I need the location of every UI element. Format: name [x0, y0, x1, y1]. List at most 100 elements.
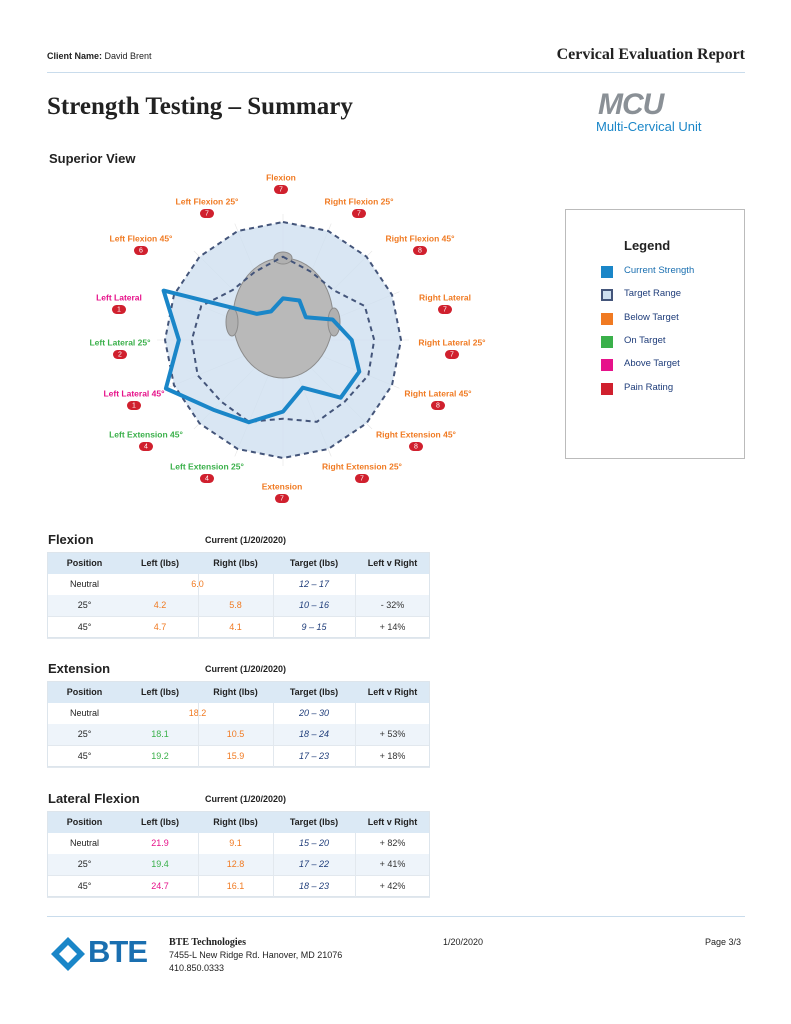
pain-badge: [127, 401, 141, 410]
position: 25°: [77, 600, 92, 611]
pain-rating: 1: [117, 307, 121, 314]
column-header: Left v Right: [367, 558, 418, 568]
pain-badge: [200, 474, 214, 483]
pain-badge: [413, 246, 427, 255]
company: BTE Technologies: [169, 937, 246, 948]
pain-badge: [431, 401, 445, 410]
row-rule: [47, 766, 430, 768]
table-title: Flexion: [48, 532, 94, 547]
pain-badge: [275, 494, 289, 503]
direction-label: Right Flexion 25°: [324, 196, 394, 206]
direction-label: Right Lateral: [419, 292, 471, 302]
logo-name: MCU: [598, 88, 664, 121]
nose: [273, 251, 293, 265]
row-rule: [47, 637, 430, 639]
left-v-right: + 42%: [379, 880, 406, 891]
left-v-right: + 82%: [379, 838, 406, 848]
position: 25°: [77, 859, 92, 870]
direction-label: Left Flexion 45°: [110, 233, 174, 243]
current-label: Current (1/20/2020): [205, 794, 287, 804]
position: Neutral: [69, 838, 99, 848]
right-value: 4.1: [229, 621, 242, 632]
logo-subtitle: Multi-Cervical Unit: [596, 119, 702, 134]
column-rule: [273, 574, 274, 638]
radar-chart: Flexion 7 Right Flexion 25° 7 Right Flexion …: [89, 172, 486, 503]
target-range: 12 – 17: [298, 579, 330, 589]
footer-date: 1/20/2020: [443, 937, 484, 947]
column-rule: [198, 833, 199, 897]
left-v-right: + 18%: [379, 750, 406, 761]
legend-label: Target Range: [624, 288, 682, 300]
pain-badge: [113, 350, 127, 359]
pain-badge: [438, 305, 452, 314]
direction-label: Right Lateral 25°: [418, 337, 486, 347]
direction-label: Left Lateral 25°: [89, 337, 151, 347]
legend-swatch: [601, 335, 613, 348]
column-rule: [355, 833, 356, 897]
phone: 410.850.0333: [169, 963, 225, 973]
pain-badge: [139, 442, 153, 451]
column-header: Left (lbs): [141, 687, 179, 697]
column-header: Position: [66, 817, 103, 827]
row-rule: [47, 875, 430, 877]
target-range: 20 – 30: [298, 708, 330, 718]
pain-rating: 7: [450, 352, 454, 359]
column-header: Position: [66, 687, 103, 697]
target-range: 17 – 23: [298, 750, 330, 761]
left-v-right: + 53%: [379, 729, 406, 740]
left-value: 21.9: [151, 838, 169, 848]
position: 45°: [77, 750, 92, 761]
footer-rule: [47, 916, 745, 917]
legend-label: Above Target: [624, 358, 680, 370]
pain-rating: 8: [436, 403, 440, 410]
direction-label: Left Lateral 45°: [103, 388, 165, 398]
column-rule: [355, 574, 356, 638]
target-range: 17 – 22: [298, 859, 330, 870]
page-number: Page 3/3: [704, 937, 741, 947]
pain-badge: [409, 442, 423, 451]
pain-rating: 8: [418, 248, 422, 255]
position: 25°: [77, 729, 92, 740]
current-strength: [161, 288, 362, 425]
pain-rating: 8: [414, 444, 418, 451]
pain-rating: 7: [357, 211, 361, 218]
pain-badge: [274, 185, 288, 194]
legend-label: Current Strength: [624, 265, 695, 276]
left-v-right: + 41%: [379, 859, 406, 870]
left-value: 24.7: [151, 880, 169, 891]
table-header-bg: [47, 681, 430, 703]
column-rule: [198, 703, 199, 767]
table-title: Lateral Flexion: [48, 791, 140, 806]
left-value: 19.2: [151, 750, 169, 761]
right-value: 16.1: [226, 880, 245, 891]
client-name: David Brent: [104, 51, 152, 61]
report-title: Cervical Evaluation Report: [556, 46, 745, 63]
target-min: [190, 255, 376, 423]
pain-rating: 7: [360, 476, 364, 483]
current-label: Current (1/20/2020): [205, 664, 287, 674]
legend-label: Pain Rating: [624, 381, 674, 393]
column-rule: [198, 574, 199, 638]
table-border: [47, 681, 430, 767]
legend-swatch: [601, 382, 613, 395]
position: Neutral: [69, 708, 99, 718]
position: 45°: [77, 880, 92, 891]
pain-rating: 4: [205, 476, 209, 483]
direction-label: Left Extension 25°: [170, 461, 244, 471]
pain-rating: 7: [280, 496, 284, 503]
pain-badge: [134, 246, 148, 255]
table-header-bg: [47, 811, 430, 833]
right-value: 9.1: [229, 838, 242, 848]
column-rule: [273, 833, 274, 897]
column-rule: [355, 703, 356, 767]
pain-badge: [200, 209, 214, 218]
column-header: Target (lbs): [289, 558, 339, 568]
row-shade: [47, 595, 430, 617]
row-rule: [47, 745, 430, 747]
direction-label: Right Flexion 45°: [385, 233, 455, 243]
ear: [225, 307, 239, 337]
legend-swatch: [601, 359, 613, 372]
target-range: 15 – 20: [298, 838, 330, 848]
direction-label: Left Lateral: [96, 292, 142, 302]
